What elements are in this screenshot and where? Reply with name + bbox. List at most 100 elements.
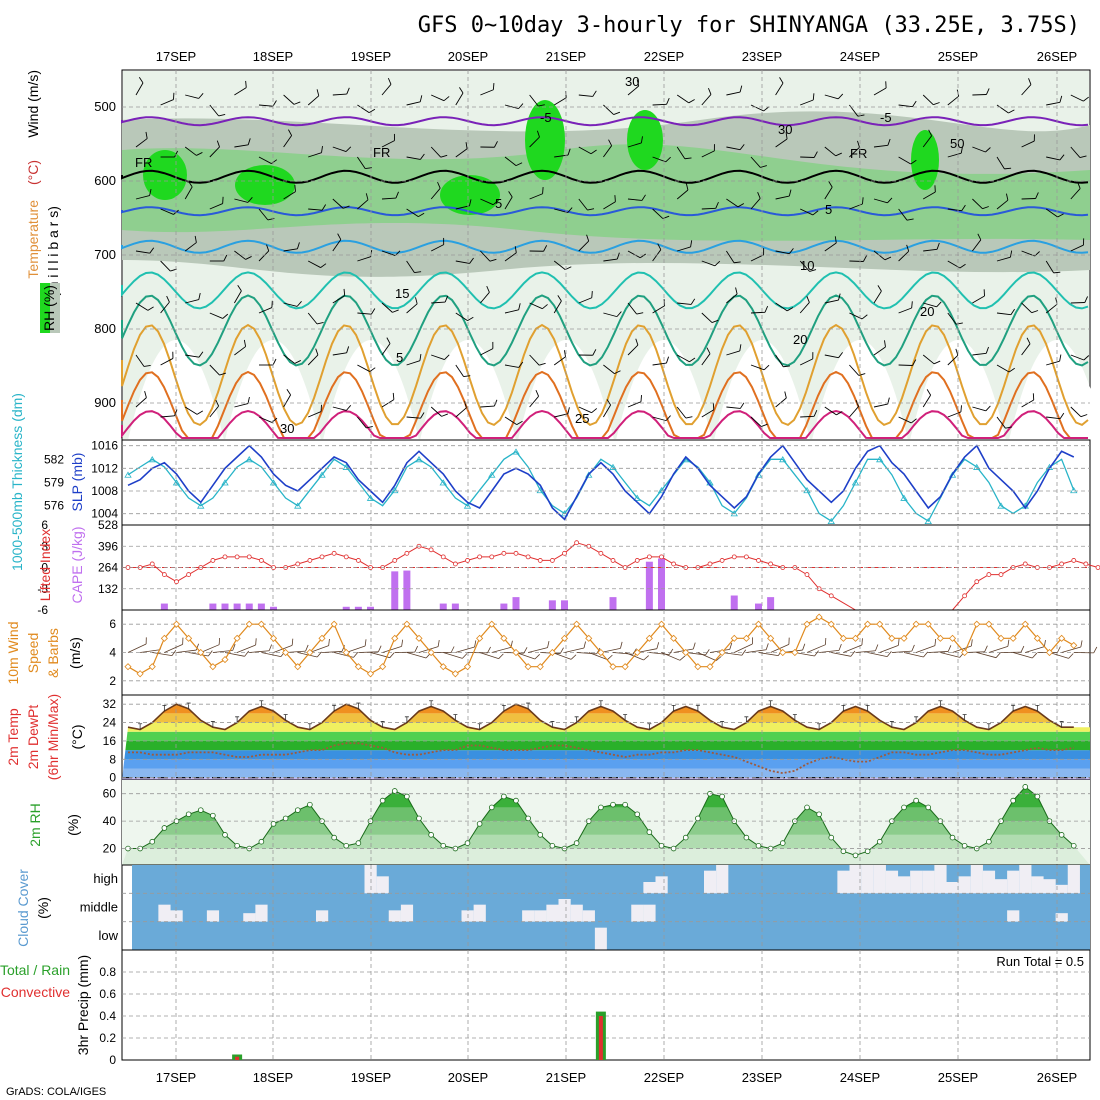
- precip-convective-bar: [598, 1016, 603, 1060]
- wind10m-barb-staff: [358, 651, 379, 653]
- lifted-index-point: [646, 554, 652, 560]
- wind-barb-staff: [627, 250, 641, 259]
- temp-band-2: [122, 759, 1090, 769]
- wind-barb: [898, 208, 914, 221]
- wind-barb-flag: [1059, 412, 1065, 419]
- wind-barb-flag: [737, 203, 745, 208]
- wind-barb-flag: [739, 144, 745, 150]
- wind-barb: [455, 199, 472, 210]
- lifted-index-point: [452, 561, 458, 567]
- rh-legend-swatch: [40, 283, 50, 333]
- cloud-high-bar: [655, 876, 668, 894]
- wind-barb: [676, 354, 696, 363]
- wind10m-barb: [200, 637, 220, 653]
- wind-barb-flag: [887, 197, 893, 204]
- wind-barb-staff: [135, 354, 145, 367]
- wind10m-barb-staff: [479, 652, 499, 660]
- wind-barb: [283, 300, 302, 307]
- wind10m-barb-staff: [491, 646, 512, 653]
- wind-barb: [799, 260, 817, 272]
- lifted-index-point: [489, 554, 495, 560]
- wind-barb-staff: [923, 302, 937, 308]
- minmax-marker: [962, 714, 967, 721]
- wind-barb-staff: [972, 295, 985, 304]
- contour-label-7: 10: [800, 258, 814, 273]
- wind-barb: [234, 250, 252, 260]
- wind10m-barb: [794, 650, 819, 657]
- wind-speed-point: [803, 620, 811, 628]
- wind-barb: [603, 364, 621, 375]
- rh2m-point: [1034, 793, 1041, 800]
- wind10m-barb-flag: [971, 639, 973, 647]
- wind10m-barb-flag: [596, 647, 601, 655]
- rh2m-tick-1: 40: [103, 814, 117, 828]
- wind-barb-staff: [873, 198, 888, 204]
- wind-barb-flag: [542, 187, 544, 194]
- wind-barb-flag: [635, 338, 639, 346]
- wind-barb-flag: [813, 409, 818, 417]
- lifted-index-point: [1022, 561, 1028, 567]
- wind-barb: [553, 350, 566, 366]
- thickness-point: [342, 463, 350, 470]
- wind-barb-flag: [788, 248, 794, 254]
- wind-barb-flag: [828, 181, 833, 188]
- wind-barb: [529, 354, 546, 366]
- wind-barb-staff: [750, 198, 761, 210]
- wind-barb-flag: [463, 375, 471, 378]
- wind-barb: [578, 234, 590, 252]
- wind-barb-flag: [144, 391, 147, 398]
- wind-barb: [381, 302, 399, 313]
- wind-speed-point: [160, 634, 168, 642]
- thickness-point: [633, 494, 641, 501]
- wind-barb-staff: [701, 312, 713, 323]
- cloud-middle-bar: [158, 904, 171, 922]
- wind-barb: [332, 288, 346, 304]
- minmax-marker: [986, 723, 991, 730]
- wind-barb: [578, 349, 597, 356]
- wind-speed-point: [742, 634, 750, 642]
- lifted-index-point: [1071, 558, 1077, 563]
- cloud-middle-bar: [1055, 913, 1068, 922]
- wind-barb-staff: [455, 205, 470, 210]
- wind-barb-staff: [922, 394, 932, 408]
- wind-barb: [750, 305, 769, 314]
- wind-barb-flag: [955, 348, 959, 356]
- wind-barb-staff: [135, 250, 150, 254]
- wind-barb: [455, 401, 467, 418]
- wind-speed-point: [997, 634, 1005, 642]
- wind-barb-flag: [690, 240, 693, 247]
- thickness-point: [754, 471, 763, 478]
- wind-barb-staff: [873, 250, 886, 261]
- wind-barb: [283, 184, 296, 200]
- wind-barb-staff: [283, 135, 292, 148]
- wind-barb-flag: [174, 409, 178, 416]
- wind-barb-flag: [934, 185, 936, 193]
- wind-barb-staff: [603, 364, 615, 374]
- lifted-index-point: [974, 579, 980, 585]
- minmax-marker: [841, 704, 846, 712]
- wind-barb-flag: [288, 129, 293, 136]
- wind-barb-staff: [283, 248, 298, 252]
- wind-barb: [357, 193, 369, 210]
- wind-barb-staff: [406, 303, 418, 314]
- wind-barb-flag: [739, 85, 743, 93]
- wind-barb: [578, 291, 593, 304]
- wind-barb-flag: [567, 407, 570, 414]
- wind10m-barb-staff: [261, 652, 282, 658]
- wind10m-barb: [879, 638, 900, 653]
- wind-barb: [504, 191, 513, 210]
- minmax-marker: [865, 704, 870, 712]
- wind-speed-point: [1070, 641, 1078, 649]
- wind-barb-flag: [536, 130, 540, 138]
- wind-barb-flag: [960, 146, 963, 154]
- wind-barb: [898, 416, 917, 424]
- wind-barb-staff: [553, 356, 566, 366]
- wind-barb: [209, 399, 220, 418]
- minmax-marker: [138, 723, 143, 730]
- wind-barb: [652, 156, 671, 163]
- wind-barb-staff: [898, 250, 909, 262]
- wind-barb-staff: [504, 364, 519, 368]
- wind-barb-flag: [143, 365, 151, 367]
- wind-barb-staff: [283, 354, 296, 364]
